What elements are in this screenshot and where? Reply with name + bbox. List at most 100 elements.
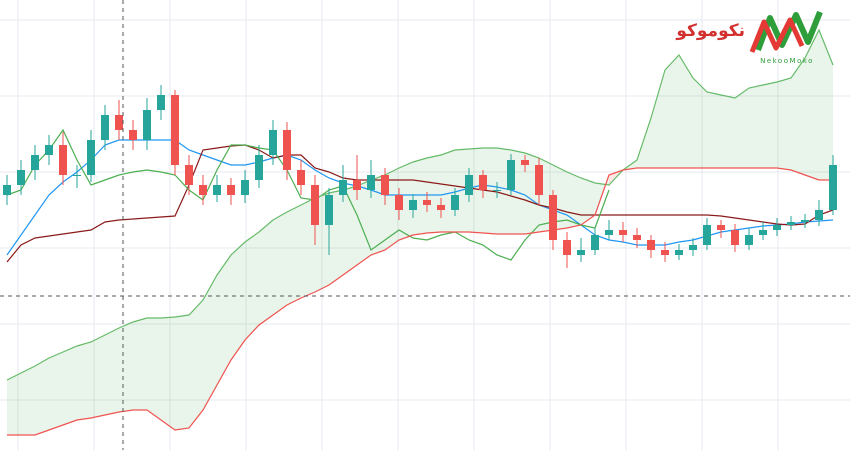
cloud-segment <box>133 318 147 410</box>
candle-body <box>605 230 613 235</box>
candle-body <box>521 160 529 165</box>
cloud-segment <box>273 212 287 315</box>
candle-body <box>325 195 333 225</box>
cloud-segment <box>651 70 665 168</box>
cloud-segment <box>637 118 651 168</box>
cloud-segment <box>693 78 707 168</box>
cloud-segment <box>707 92 721 168</box>
candle-body <box>185 165 193 185</box>
candle-body <box>759 230 767 235</box>
cloud-segment <box>721 95 735 168</box>
candle-body <box>59 145 67 175</box>
cloud-segment <box>763 82 777 168</box>
candles <box>3 85 837 268</box>
cloud-segment <box>399 162 413 240</box>
candle-body <box>269 130 277 155</box>
logo-text: نکوموکو <box>675 21 745 41</box>
candle-body <box>563 240 571 255</box>
candle-body <box>745 235 753 245</box>
cloud-segment <box>203 275 217 410</box>
cloud-segment <box>147 318 161 420</box>
candle-body <box>199 185 207 195</box>
candle-body <box>577 250 585 255</box>
cloud-segment <box>581 178 595 225</box>
cloud-segment <box>245 232 259 340</box>
cloud-segment <box>735 88 749 168</box>
cloud-segment <box>161 317 175 430</box>
candle-body <box>87 140 95 175</box>
cloud-segment <box>105 328 119 415</box>
candle-body <box>689 245 697 250</box>
cloud-segment <box>189 300 203 428</box>
indicator-line <box>6 144 834 263</box>
candle-body <box>703 225 711 245</box>
candle-body <box>507 160 515 190</box>
candle-body <box>367 175 375 190</box>
candle-body <box>661 250 669 255</box>
candle-body <box>213 185 221 195</box>
candle-body <box>255 155 263 180</box>
indicator-line <box>6 28 834 381</box>
candle-body <box>493 190 501 191</box>
cloud-segment <box>427 155 441 233</box>
cloud-segment <box>175 315 189 430</box>
candle-body <box>241 180 249 195</box>
indicator-line <box>7 167 833 436</box>
candle-body <box>465 175 473 195</box>
candle-body <box>619 230 627 235</box>
candle-body <box>451 195 459 210</box>
candle-body <box>717 225 725 230</box>
cloud-segment <box>357 180 371 265</box>
candle-body <box>3 185 11 195</box>
cloud-segment <box>35 358 49 435</box>
candle-body <box>283 130 291 170</box>
candle-body <box>115 115 123 130</box>
candle-body <box>297 170 305 185</box>
candle-body <box>395 195 403 210</box>
candle-body <box>17 170 25 185</box>
candle-body <box>787 222 795 225</box>
candle-body <box>591 235 599 250</box>
cloud-segment <box>287 205 301 305</box>
cloud-segment <box>63 346 77 425</box>
cloud-segment <box>791 58 805 175</box>
cloud-segment <box>679 55 693 168</box>
logo: نکوموکو NekooMoko <box>675 10 823 65</box>
logo-icon-red <box>749 17 805 53</box>
candle-body <box>31 155 39 170</box>
cloud-segment <box>49 352 63 430</box>
candle-body <box>633 235 641 240</box>
cloud-segment <box>805 30 819 180</box>
candle-body <box>731 230 739 245</box>
candle-body <box>353 180 361 190</box>
cloud-segment <box>469 148 483 233</box>
cloud-segment <box>91 335 105 418</box>
candle-body <box>437 205 445 210</box>
candle-body <box>647 240 655 250</box>
cloud-segment <box>119 322 133 412</box>
candle-body <box>73 175 81 176</box>
logo-subtext: NekooMoko <box>760 57 814 65</box>
candle-body <box>311 185 319 225</box>
cloud-segment <box>217 255 231 385</box>
candle-body <box>101 115 109 140</box>
cloud-segment <box>413 158 427 235</box>
cloud-segment <box>777 78 791 170</box>
candle-body <box>549 195 557 240</box>
candle-body <box>801 220 809 222</box>
candle-body <box>129 130 137 140</box>
candle-body <box>171 95 179 165</box>
indicator-line <box>6 128 610 261</box>
cloud-segment <box>259 220 273 325</box>
candle-body <box>157 95 165 110</box>
candle-body <box>535 165 543 195</box>
candle-body <box>479 175 487 190</box>
cloud-segment <box>21 366 35 435</box>
cloud-segment <box>77 342 91 420</box>
candle-body <box>829 165 837 210</box>
cloud-segment <box>231 242 245 360</box>
cloud-segment <box>749 85 763 168</box>
candle-body <box>773 225 781 230</box>
